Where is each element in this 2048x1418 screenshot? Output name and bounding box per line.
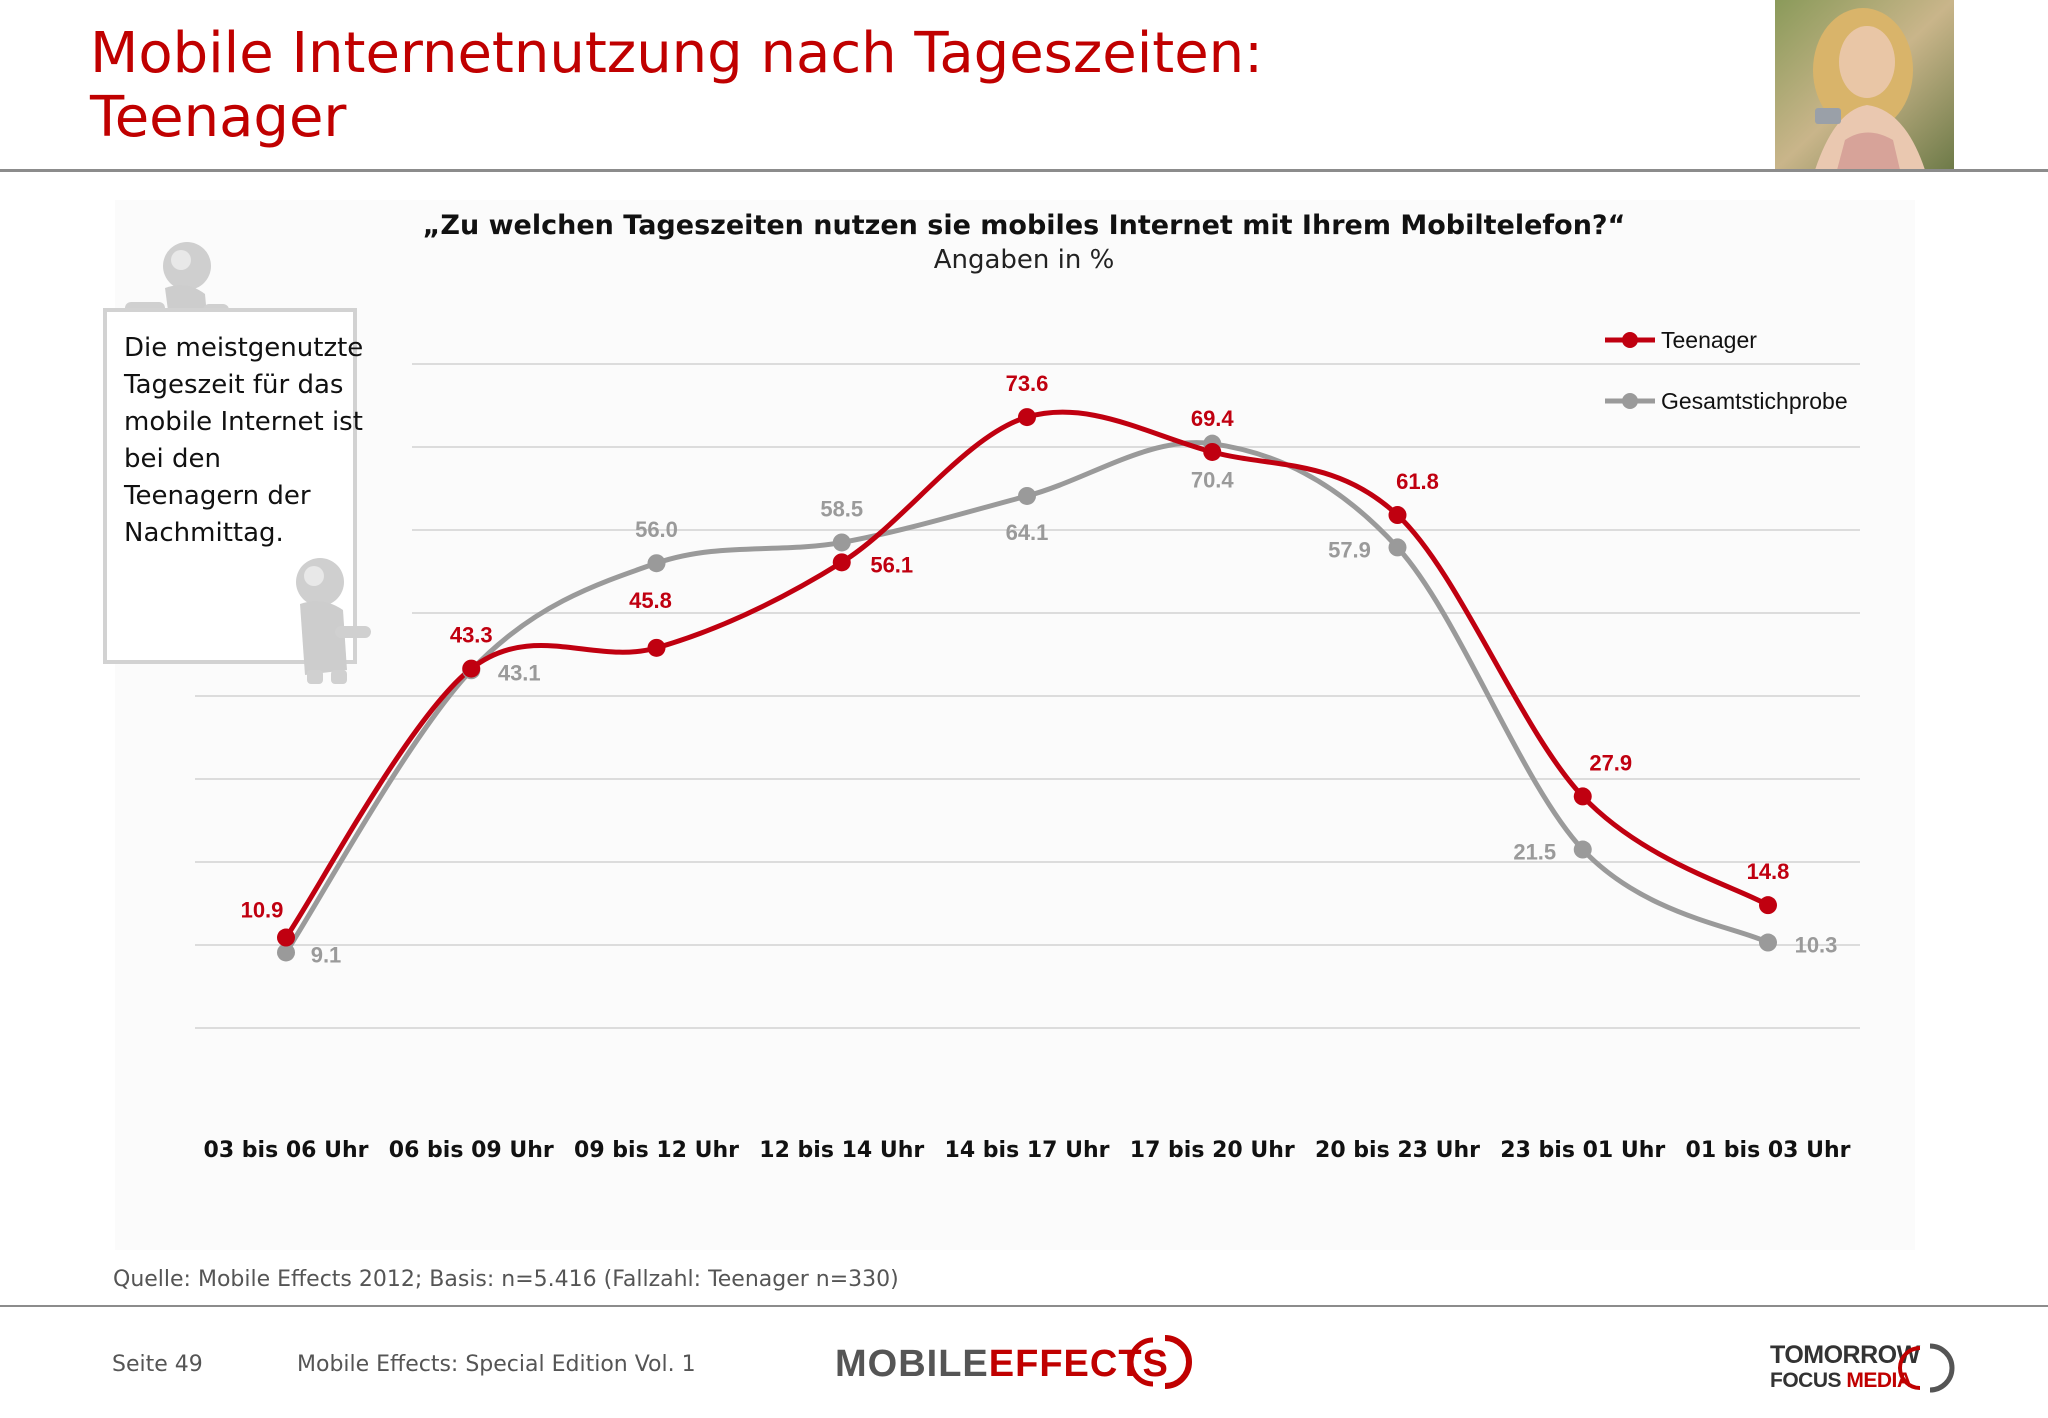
note-figure-bottom	[296, 558, 371, 684]
x-tick-label: 12 bis 14 Uhr	[759, 1138, 924, 1163]
source-note: Quelle: Mobile Effects 2012; Basis: n=5.…	[113, 1267, 899, 1292]
page-number: Seite 49	[112, 1352, 203, 1377]
data-point-gesamtstichprobe	[1018, 486, 1036, 505]
x-tick-label: 17 bis 20 Uhr	[1130, 1138, 1295, 1163]
tfm-logo-mark	[1898, 1343, 1955, 1393]
x-tick-label: 20 bis 23 Uhr	[1315, 1138, 1480, 1163]
legend-swatch-marker	[1622, 393, 1638, 409]
page-title: Mobile Internetnutzung nach Tageszeiten:…	[90, 22, 1263, 150]
data-point-gesamtstichprobe	[1759, 933, 1777, 952]
x-tick-label: 01 bis 03 Uhr	[1686, 1138, 1851, 1163]
data-label-teenager: 73.6	[1006, 371, 1049, 396]
data-label-gesamtstichprobe: 70.4	[1191, 468, 1235, 493]
data-point-gesamtstichprobe	[1573, 840, 1592, 859]
logo-tfm-media: MEDIA	[1846, 1369, 1912, 1392]
line-chart: 10.9 43.3 45.8 56.1 73.6 69.4 61.8 27.9 14.8 9.1 4…	[195, 327, 1860, 1163]
note-text: Die meistgenutzte Tageszeit für das mobi…	[124, 333, 364, 548]
data-label-teenager: 69.4	[1191, 406, 1235, 431]
data-label-gesamtstichprobe: 56.0	[635, 517, 678, 542]
data-point-teenager	[462, 659, 481, 678]
x-tick-label: 03 bis 06 Uhr	[204, 1138, 369, 1163]
legend: Teenager Gesamtstichprobe	[1605, 327, 1848, 414]
data-point-teenager	[1573, 787, 1592, 806]
note-figure	[103, 242, 371, 684]
x-tick-label: 09 bis 12 Uhr	[574, 1138, 739, 1163]
data-point-gesamtstichprobe	[647, 554, 666, 573]
page-title-line1: Mobile Internetnutzung nach Tageszeiten:	[90, 21, 1264, 86]
page-title-line2: Teenager	[90, 85, 347, 150]
logo-mobile-text: MOBILE	[835, 1343, 989, 1385]
chart-panel	[115, 200, 1915, 1250]
data-label-gesamtstichprobe: 64.1	[1006, 520, 1049, 545]
data-label-teenager: 14.8	[1747, 859, 1790, 884]
data-label-gesamtstichprobe: 9.1	[311, 942, 342, 967]
legend-swatch-marker	[1622, 332, 1638, 348]
data-point-gesamtstichprobe	[277, 943, 295, 962]
data-label-teenager: 56.1	[870, 552, 913, 577]
data-point-teenager	[277, 928, 295, 947]
data-label-teenager: 27.9	[1589, 750, 1632, 775]
x-tick-label: 14 bis 17 Uhr	[945, 1138, 1110, 1163]
data-label-gesamtstichprobe: 43.1	[498, 660, 541, 685]
data-label-gesamtstichprobe: 21.5	[1513, 840, 1556, 865]
mobile-effects-logo: MOBILEEFFECTS	[835, 1335, 1192, 1389]
data-label-gesamtstichprobe: 58.5	[820, 496, 863, 521]
x-tick-label: 23 bis 01 Uhr	[1500, 1138, 1665, 1163]
edition-label: Mobile Effects: Special Edition Vol. 1	[297, 1352, 696, 1377]
tomorrow-focus-media-logo: TOMORROW FOCUS MEDIA	[1770, 1342, 1920, 1394]
data-points	[277, 408, 1777, 962]
data-label-teenager: 61.8	[1396, 469, 1439, 494]
data-label-teenager: 45.8	[629, 588, 672, 613]
data-label-gesamtstichprobe: 10.3	[1795, 933, 1838, 958]
legend-label-gesamtstichprobe: Gesamtstichprobe	[1661, 388, 1848, 414]
teenager-photo	[1775, 0, 1954, 170]
chart-subtitle: Angaben in %	[933, 245, 1115, 275]
data-labels: 10.9 43.3 45.8 56.1 73.6 69.4 61.8 27.9 14.8 9.1 4…	[241, 371, 1838, 967]
gridlines	[195, 363, 1860, 1029]
chart-title: „Zu welchen Tageszeiten nutzen sie mobil…	[422, 210, 1626, 241]
svg-text:MOBILEEFFECTS: MOBILEEFFECTS	[835, 1343, 1169, 1385]
data-point-teenager	[832, 553, 851, 572]
data-point-gesamtstichprobe	[832, 533, 851, 552]
data-point-teenager	[1018, 408, 1036, 427]
x-axis-tick-labels: 03 bis 06 Uhr 06 bis 09 Uhr 09 bis 12 Uhr 1…	[204, 1138, 1851, 1163]
footer-divider	[0, 1305, 2048, 1307]
data-label-gesamtstichprobe: 57.9	[1328, 537, 1371, 562]
logo-tfm-focus: FOCUS	[1770, 1369, 1842, 1392]
data-point-teenager	[647, 638, 666, 657]
data-label-teenager: 10.9	[241, 898, 284, 923]
data-point-teenager	[1388, 506, 1407, 525]
data-label-teenager: 43.3	[450, 623, 493, 648]
note-figure-top	[125, 242, 229, 318]
legend-label-teenager: Teenager	[1661, 327, 1757, 353]
data-point-teenager	[1759, 896, 1777, 915]
x-tick-label: 06 bis 09 Uhr	[389, 1138, 554, 1163]
logo-tfm-line2: FOCUS MEDIA	[1770, 1368, 1920, 1394]
logo-tfm-line1: TOMORROW	[1770, 1341, 1920, 1369]
header-divider	[0, 169, 2048, 172]
data-point-gesamtstichprobe	[1388, 538, 1407, 557]
data-point-teenager	[1203, 442, 1222, 461]
